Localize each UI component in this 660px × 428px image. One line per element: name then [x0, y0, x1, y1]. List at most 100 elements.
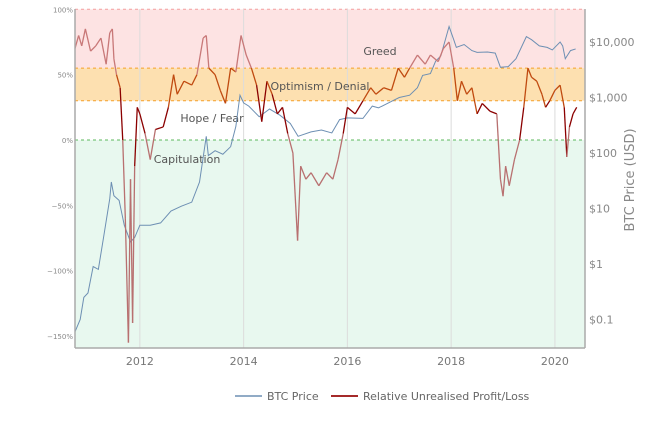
nupl-segment: [383, 87, 392, 91]
nupl-segment: [271, 94, 278, 115]
nupl-segment: [124, 218, 130, 343]
nupl-segment: [149, 129, 157, 160]
nupl-segment: [456, 81, 463, 101]
nupl-segment: [245, 54, 253, 69]
nupl-segment: [424, 54, 431, 65]
nupl-segment: [460, 80, 468, 95]
nupl-segment: [541, 94, 547, 108]
y-left-tick-label: 100%: [53, 6, 73, 14]
nupl-segment: [531, 76, 538, 82]
nupl-segment: [111, 28, 115, 59]
zone-band-3: [75, 140, 585, 348]
nupl-segment: [134, 107, 138, 167]
nupl-segment: [162, 107, 170, 128]
nupl-segment: [346, 106, 356, 115]
nupl-segment: [354, 100, 364, 115]
x-tick-label: 2018: [437, 355, 465, 368]
nupl-segment: [448, 41, 455, 69]
nupl-segment: [287, 133, 294, 154]
nupl-segment: [318, 172, 328, 187]
nupl-segment: [453, 68, 459, 101]
y-right-tick-label: $10: [589, 203, 610, 216]
zone-band-2: [75, 100, 585, 140]
nupl-segment: [113, 58, 118, 75]
nupl-segment: [466, 87, 473, 95]
y-left-tick-label: 50%: [57, 72, 73, 80]
nupl-segment: [504, 166, 510, 186]
nupl-segment: [572, 107, 578, 115]
nupl-segment: [326, 172, 334, 180]
legend-btc-price-label: BTC Price: [267, 390, 319, 403]
nupl-segment: [476, 103, 483, 115]
nupl-segment: [518, 107, 525, 141]
nupl-segment: [255, 85, 263, 122]
nupl-segment: [481, 102, 491, 112]
nupl-segment: [122, 139, 126, 219]
nupl-segment: [224, 68, 232, 104]
nupl-segment: [499, 179, 504, 197]
y-axis-right-label: BTC Price (USD): [623, 128, 638, 231]
nupl-segment: [559, 84, 565, 108]
x-tick-label: 2016: [333, 355, 361, 368]
nupl-segment: [250, 67, 258, 86]
zone-labels: Greed Optimism / Denial Hope / Fear Capitul…: [154, 45, 397, 166]
nupl-segment: [191, 74, 198, 86]
nupl-segment: [281, 107, 289, 134]
nupl-segment: [513, 139, 521, 160]
nupl-segment: [172, 74, 178, 95]
nupl-segment: [437, 48, 444, 62]
nupl-segment: [471, 87, 478, 114]
nupl-segment: [81, 28, 87, 47]
nupl-segment: [429, 54, 439, 63]
nupl-segment: [568, 113, 574, 128]
nupl-segment: [397, 67, 405, 78]
nupl-segment: [261, 81, 268, 122]
y-left-tick-label: −150%: [47, 333, 73, 341]
nupl-segment: [208, 67, 216, 76]
nupl-segment: [219, 90, 227, 104]
zone-label: Capitulation: [154, 153, 221, 166]
y-left-tick-label: 0%: [62, 137, 73, 145]
nupl-segment: [362, 87, 372, 102]
gridlines: [139, 9, 556, 348]
zone-label: Hope / Fear: [180, 112, 244, 125]
nupl-segment: [536, 80, 543, 95]
y-left-tick-label: −100%: [47, 268, 73, 276]
y-left-tick-label: −50%: [52, 202, 74, 210]
nupl-segment: [332, 159, 339, 180]
nupl-segment: [167, 74, 175, 108]
nupl-segment: [139, 113, 146, 134]
nupl-segment: [205, 35, 210, 69]
nupl-segment: [527, 67, 533, 78]
x-tick-label: 2012: [126, 355, 154, 368]
zone-label: Optimism / Denial: [271, 80, 370, 93]
zone-band-0: [75, 9, 585, 69]
nupl-segment: [136, 107, 141, 115]
nupl-segment: [155, 126, 164, 131]
nupl-segment: [502, 166, 507, 197]
nupl-segment: [370, 87, 377, 95]
nupl-segment: [105, 32, 111, 65]
nupl-segment: [390, 67, 399, 91]
nupl-segment: [523, 68, 529, 108]
legend-nupl-label: Relative Unrealised Profit/Loss: [363, 390, 530, 403]
nupl-segment: [266, 80, 273, 95]
nupl-segment: [375, 87, 385, 95]
nupl-segment: [403, 67, 411, 78]
nupl-segment: [416, 54, 426, 65]
nupl-segment: [300, 165, 307, 180]
y-right-tick-label: $1,000: [589, 92, 628, 105]
nupl-segment: [100, 37, 107, 65]
nupl-segment: [566, 126, 571, 158]
nupl-segment: [129, 179, 134, 323]
zone-band-1: [75, 68, 585, 101]
nupl-segment: [95, 37, 102, 47]
nupl-segment: [115, 74, 121, 88]
nupl-segment: [176, 80, 185, 95]
nupl-segment: [131, 166, 136, 323]
nupl-segment: [409, 54, 418, 69]
nupl-segment: [90, 45, 97, 52]
y-right-tick-label: $10,000: [589, 36, 635, 49]
axes: 2012 2014 2016 2018 2020 100% 50% 0% −50% −100% −1…: [47, 6, 634, 368]
